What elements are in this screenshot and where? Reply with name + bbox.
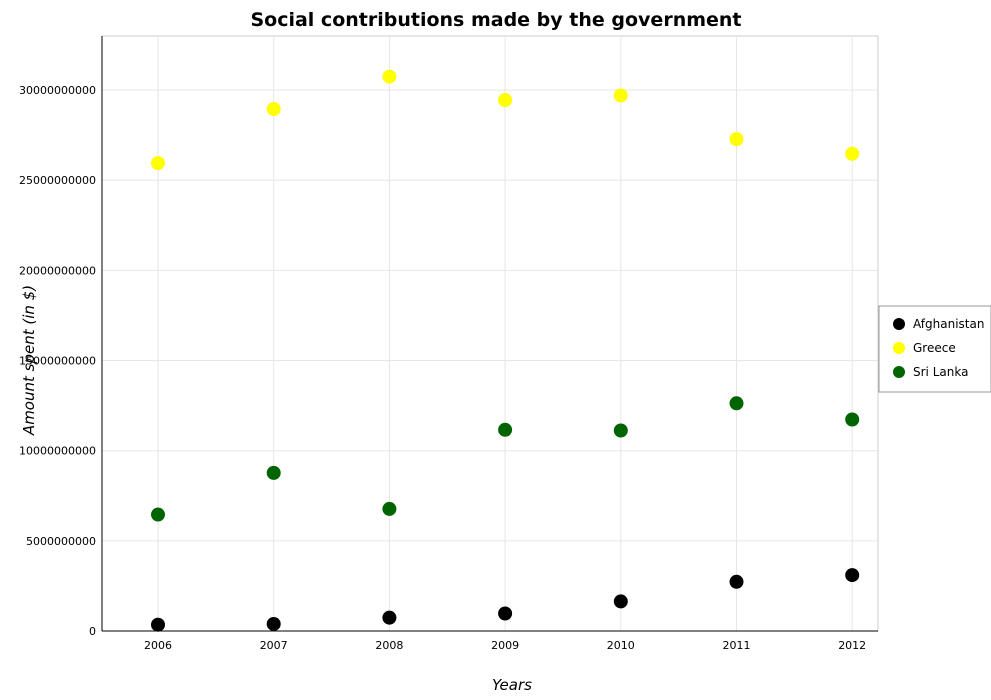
data-point [151,156,165,171]
x-tick-label: 2006 [144,639,172,652]
x-tick-label: 2007 [260,639,288,652]
data-point [498,422,513,437]
data-point [151,507,165,522]
data-point [266,616,281,631]
data-point [266,102,281,117]
data-point [382,610,397,625]
data-point [613,423,628,438]
chart-title: Social contributions made by the governm… [250,9,741,31]
data-point [382,501,397,516]
data-point [729,132,744,147]
data-point [845,568,860,583]
x-tick-label: 2012 [838,639,866,652]
y-tick-label: 20000000000 [19,264,96,277]
x-tick-label: 2011 [723,639,751,652]
data-point [498,606,513,621]
x-axis-label: Years [492,676,532,694]
y-tick-label: 0 [89,625,96,638]
series-sri-lanka [151,396,860,522]
data-point [266,465,281,480]
legend-marker [893,366,905,378]
x-tick-label: 2008 [375,639,403,652]
y-tick-label: 5000000000 [26,535,96,548]
legend-marker [893,318,905,330]
legend-label: Greece [913,341,956,355]
legend-marker [893,342,905,354]
plot-frame [101,35,879,632]
plot-area: 0 5000000000 10000000000 15000000000 2000000… [19,35,879,652]
data-point [382,69,397,84]
data-point [729,574,744,589]
data-point [845,146,860,161]
data-point [498,93,513,108]
series-greece [151,69,860,171]
y-tick-label: 15000000000 [19,355,96,368]
x-tick-label: 2009 [491,639,519,652]
y-axis-label: Amount spent (in $) [20,285,38,436]
legend-label: Sri Lanka [913,365,968,379]
data-point [613,88,628,103]
series-afghanistan [151,568,860,632]
y-tick-label: 25000000000 [19,174,96,187]
legend: Afghanistan Greece Sri Lanka [878,305,991,393]
data-point [845,412,860,427]
x-tick-label: 2010 [607,639,635,652]
data-point [613,594,628,609]
data-point [151,617,165,632]
data-point [729,396,744,411]
legend-label: Afghanistan [913,317,984,331]
y-tick-label: 30000000000 [19,84,96,97]
y-tick-label: 10000000000 [19,445,96,458]
